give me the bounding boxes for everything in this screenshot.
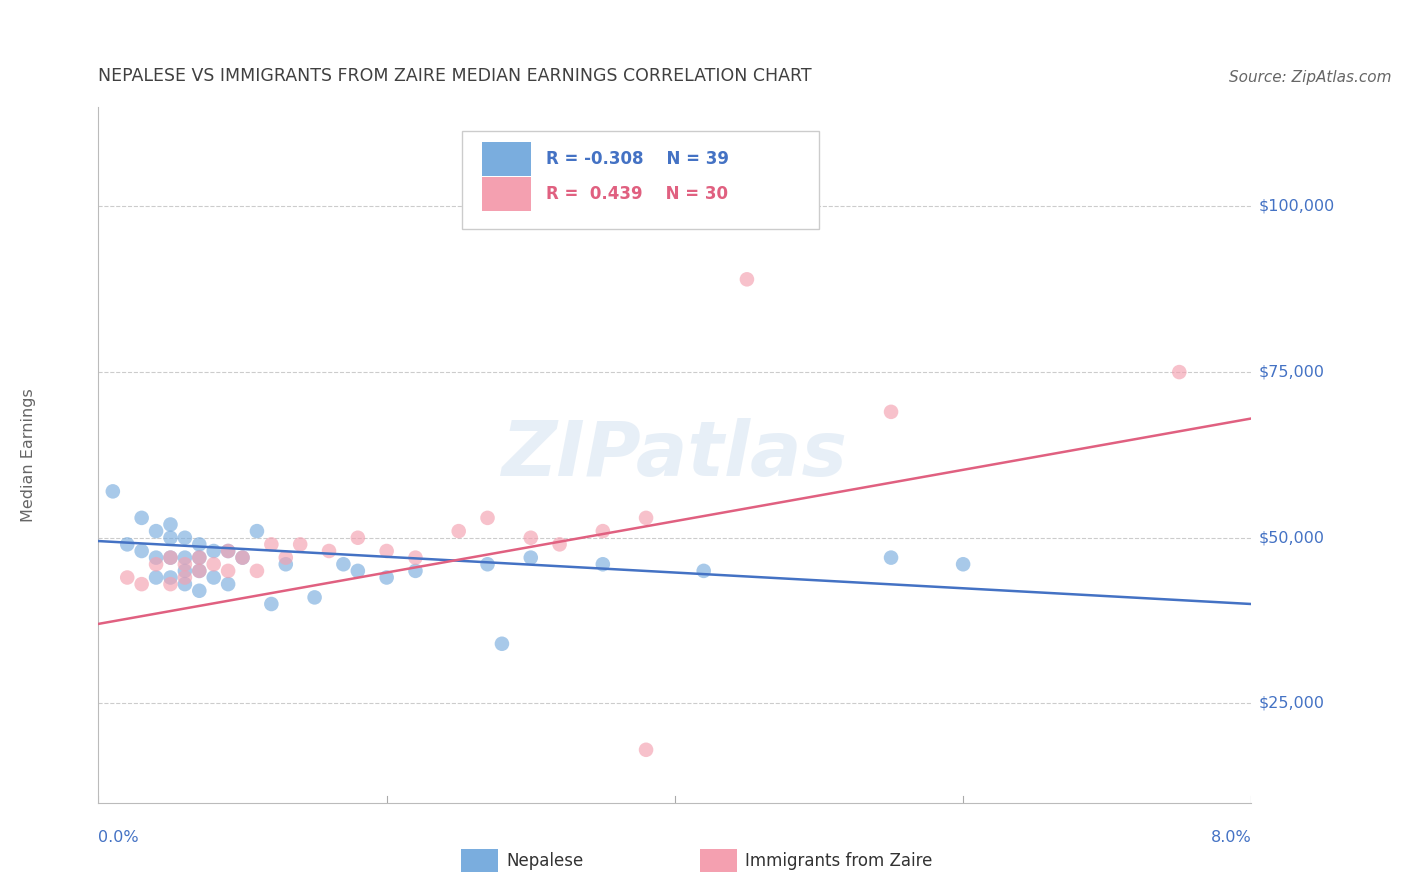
Point — [131, 544, 153, 558]
Point — [145, 570, 167, 584]
Point — [159, 531, 181, 545]
Point — [217, 577, 239, 591]
Text: NEPALESE VS IMMIGRANTS FROM ZAIRE MEDIAN EARNINGS CORRELATION CHART: NEPALESE VS IMMIGRANTS FROM ZAIRE MEDIAN… — [98, 67, 813, 85]
Point — [246, 524, 269, 538]
FancyBboxPatch shape — [482, 142, 530, 177]
Point — [880, 405, 903, 419]
Text: ZIPatlas: ZIPatlas — [502, 418, 848, 491]
Point — [477, 558, 499, 572]
Point — [174, 531, 197, 545]
Text: $100,000: $100,000 — [1258, 199, 1334, 214]
Point — [346, 564, 368, 578]
Point — [260, 537, 283, 551]
Point — [188, 583, 211, 598]
Text: 8.0%: 8.0% — [1211, 830, 1251, 845]
Point — [159, 570, 181, 584]
Point — [274, 558, 297, 572]
Text: $50,000: $50,000 — [1258, 530, 1324, 545]
Point — [174, 550, 197, 565]
Point — [145, 550, 167, 565]
Point — [217, 564, 239, 578]
Point — [131, 511, 153, 525]
Point — [636, 511, 658, 525]
Point — [202, 570, 225, 584]
Point — [290, 537, 312, 551]
Point — [174, 564, 197, 578]
Point — [159, 550, 181, 565]
Point — [519, 531, 541, 545]
FancyBboxPatch shape — [461, 131, 818, 229]
Point — [477, 511, 499, 525]
Point — [332, 558, 354, 572]
Point — [260, 597, 283, 611]
Point — [548, 537, 571, 551]
Text: Median Earnings: Median Earnings — [21, 388, 35, 522]
Point — [636, 743, 658, 757]
Point — [101, 484, 124, 499]
Point — [346, 531, 368, 545]
Text: Nepalese: Nepalese — [506, 852, 583, 870]
Point — [188, 537, 211, 551]
Point — [405, 564, 427, 578]
Point — [174, 577, 197, 591]
Point — [145, 558, 167, 572]
Point — [217, 544, 239, 558]
Text: $75,000: $75,000 — [1258, 365, 1324, 380]
Point — [274, 550, 297, 565]
Text: Immigrants from Zaire: Immigrants from Zaire — [745, 852, 932, 870]
Point — [188, 550, 211, 565]
Point — [1168, 365, 1191, 379]
Point — [952, 558, 974, 572]
Text: Source: ZipAtlas.com: Source: ZipAtlas.com — [1229, 70, 1392, 85]
Point — [491, 637, 513, 651]
Point — [188, 550, 211, 565]
Point — [405, 550, 427, 565]
Point — [159, 577, 181, 591]
Point — [202, 544, 225, 558]
Point — [117, 570, 138, 584]
Point — [117, 537, 138, 551]
Text: R = -0.308    N = 39: R = -0.308 N = 39 — [546, 150, 728, 169]
Point — [217, 544, 239, 558]
Point — [592, 524, 614, 538]
Point — [145, 524, 167, 538]
Point — [735, 272, 758, 286]
Text: $25,000: $25,000 — [1258, 696, 1324, 711]
FancyBboxPatch shape — [482, 177, 530, 211]
Point — [188, 564, 211, 578]
Point — [159, 517, 181, 532]
Point — [159, 550, 181, 565]
Point — [174, 558, 197, 572]
Point — [246, 564, 269, 578]
Point — [447, 524, 470, 538]
Point — [174, 570, 197, 584]
Point — [318, 544, 340, 558]
Point — [231, 550, 254, 565]
Point — [304, 591, 326, 605]
Point — [188, 564, 211, 578]
Point — [131, 577, 153, 591]
Text: 0.0%: 0.0% — [98, 830, 139, 845]
Point — [375, 544, 398, 558]
Point — [519, 550, 541, 565]
Point — [375, 570, 398, 584]
Point — [592, 558, 614, 572]
Point — [880, 550, 903, 565]
Text: R =  0.439    N = 30: R = 0.439 N = 30 — [546, 185, 728, 203]
Point — [231, 550, 254, 565]
Point — [202, 558, 225, 572]
Point — [693, 564, 716, 578]
